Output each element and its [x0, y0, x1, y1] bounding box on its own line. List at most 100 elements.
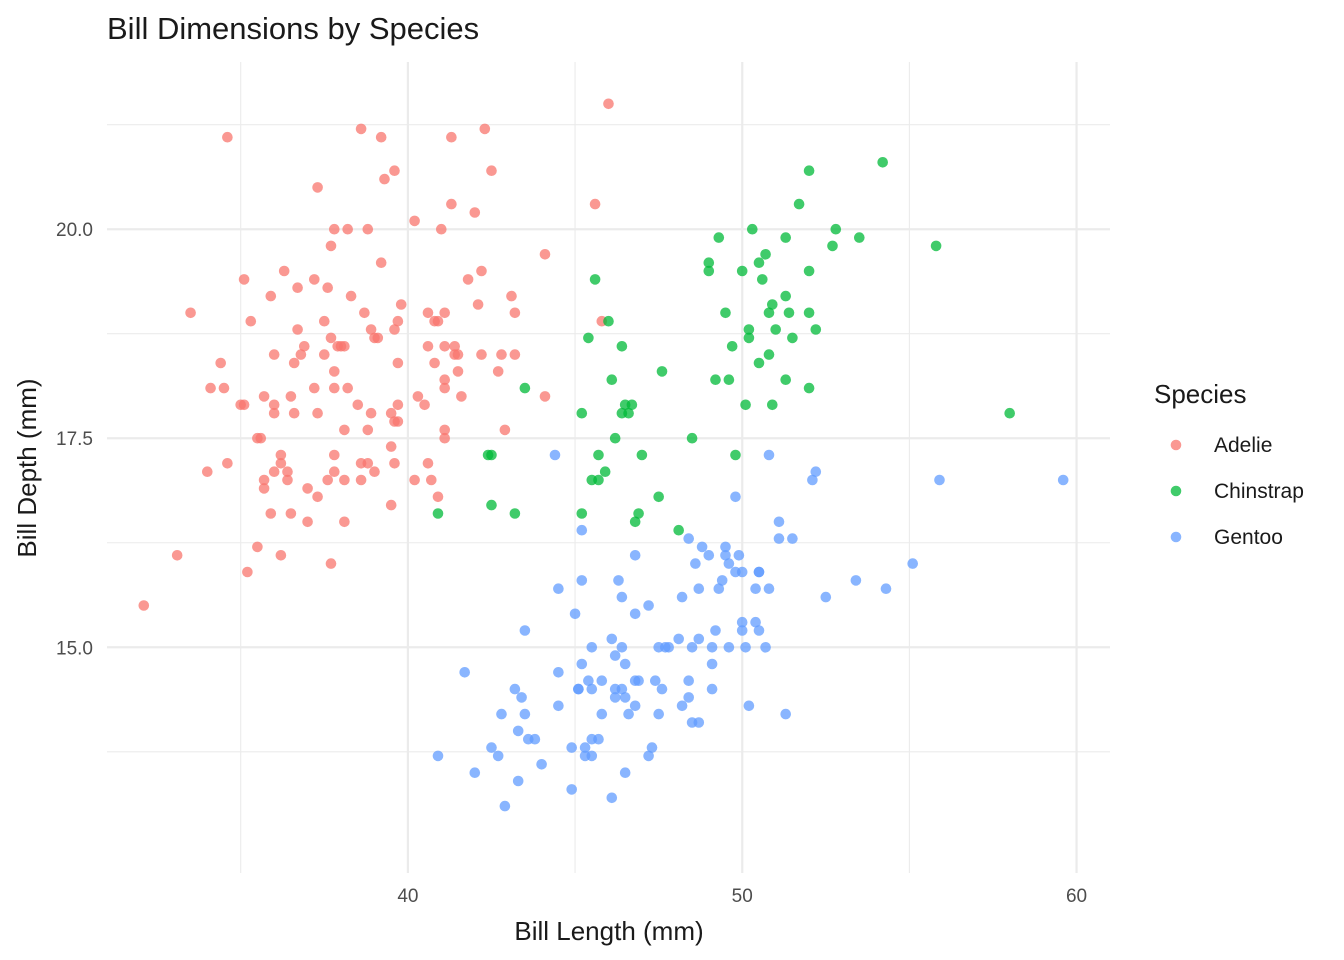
data-point [238, 399, 250, 411]
data-point [683, 692, 694, 703]
data-point [529, 733, 541, 745]
data-point [780, 374, 791, 386]
data-point [258, 391, 270, 402]
data-point [218, 382, 230, 394]
data-point [907, 558, 918, 569]
data-point [803, 382, 815, 394]
data-point [446, 198, 457, 210]
data-point [566, 784, 577, 795]
data-point [663, 642, 674, 653]
data-point [720, 541, 731, 553]
data-point [593, 449, 604, 461]
data-point [372, 332, 384, 344]
data-point [693, 633, 705, 645]
data-point [633, 675, 644, 686]
data-point [676, 591, 688, 603]
data-point [222, 131, 233, 143]
legend-key-gentoo [1170, 531, 1182, 543]
data-point [579, 742, 591, 753]
data-point [586, 642, 598, 653]
data-point [409, 215, 420, 227]
data-point [589, 198, 601, 210]
x-tick-label: 60 [1066, 886, 1087, 907]
data-point [439, 424, 451, 436]
data-point [743, 324, 755, 335]
data-point [549, 449, 561, 461]
data-point [877, 157, 888, 168]
data-point [747, 223, 758, 235]
data-point [359, 307, 370, 319]
data-point [1057, 474, 1069, 486]
data-point [319, 349, 330, 360]
legend-key-adelie [1170, 439, 1182, 451]
data-point [392, 399, 404, 411]
data-point [736, 616, 748, 628]
data-point [566, 742, 577, 753]
data-point [355, 474, 367, 486]
data-point [753, 625, 765, 636]
data-point [820, 591, 832, 603]
data-point [606, 374, 618, 386]
data-point [609, 432, 621, 444]
data-point [753, 257, 765, 269]
data-point [750, 583, 761, 594]
data-point [469, 767, 481, 778]
data-point [512, 725, 524, 737]
data-point [710, 374, 721, 386]
data-point [255, 432, 267, 444]
data-point [583, 332, 594, 344]
data-point [222, 458, 233, 469]
data-point [285, 391, 297, 402]
data-point [278, 265, 290, 277]
data-point [302, 516, 313, 528]
data-point [686, 642, 698, 653]
data-point [934, 474, 945, 486]
data-point [593, 733, 604, 745]
y-axis-title: Bill Depth (mm) [12, 378, 42, 557]
data-point [706, 658, 718, 670]
data-point [342, 382, 354, 394]
data-point [576, 658, 588, 670]
data-point [723, 558, 735, 569]
data-point [486, 742, 497, 753]
x-tick-labels: 40 50 60 [397, 886, 1087, 907]
data-point [713, 583, 725, 594]
data-point [623, 407, 634, 419]
data-point [703, 550, 715, 561]
data-point [810, 324, 822, 335]
data-point [619, 658, 631, 670]
data-point [539, 249, 551, 260]
data-point [606, 792, 618, 804]
data-point [763, 349, 775, 360]
data-point [432, 491, 444, 503]
data-point [596, 708, 608, 720]
data-point [215, 357, 226, 369]
data-point [606, 633, 618, 645]
data-point [436, 223, 447, 235]
data-point [242, 566, 253, 578]
data-point [422, 307, 434, 319]
data-point [375, 257, 387, 269]
data-point [312, 491, 323, 503]
data-point [282, 474, 293, 486]
data-point [499, 424, 511, 436]
data-point [854, 232, 865, 243]
y-tick-label: 17.5 [56, 429, 93, 450]
data-point [202, 466, 213, 478]
data-point [740, 399, 751, 411]
data-point [736, 566, 748, 578]
data-point [673, 524, 684, 536]
data-point [486, 165, 497, 176]
data-point [329, 223, 340, 235]
data-point [322, 474, 334, 486]
data-point [619, 692, 631, 703]
data-point [449, 341, 461, 352]
data-point [553, 667, 564, 678]
data-point [763, 307, 775, 319]
data-point [643, 600, 654, 611]
data-point [519, 382, 531, 394]
data-point [432, 508, 444, 519]
data-point [252, 541, 263, 553]
data-point [599, 466, 611, 478]
data-point [706, 642, 718, 653]
